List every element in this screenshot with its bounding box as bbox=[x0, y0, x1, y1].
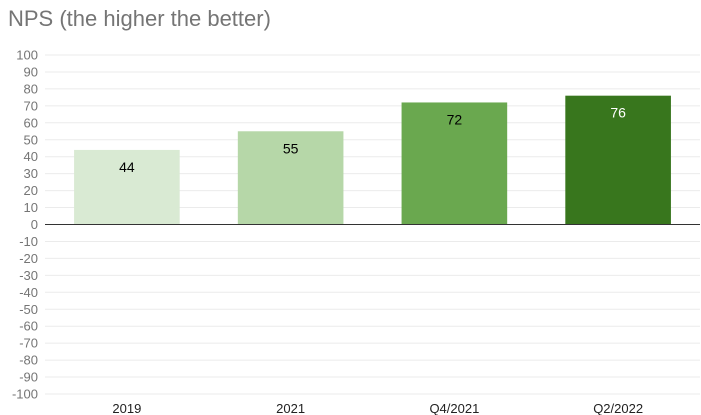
data-label: 72 bbox=[447, 111, 463, 127]
bars bbox=[74, 95, 671, 225]
y-tick-label: 50 bbox=[24, 132, 38, 147]
data-label: 44 bbox=[119, 159, 135, 175]
bar-2021[interactable] bbox=[237, 131, 344, 225]
y-tick-label: 40 bbox=[24, 149, 38, 164]
y-tick-label: -10 bbox=[19, 234, 38, 249]
x-category-label: Q4/2021 bbox=[429, 401, 479, 415]
y-tick-label: 90 bbox=[24, 64, 38, 79]
chart-title: NPS (the higher the better) bbox=[8, 6, 271, 31]
y-tick-labels: 1009080706050403020100-10-20-30-40-50-60… bbox=[12, 48, 38, 402]
y-tick-label: 30 bbox=[24, 166, 38, 181]
y-tick-label: 60 bbox=[24, 115, 38, 130]
y-tick-label: 100 bbox=[16, 48, 38, 63]
y-tick-label: 80 bbox=[24, 81, 38, 96]
y-tick-label: -40 bbox=[19, 285, 38, 300]
y-tick-label: 70 bbox=[24, 98, 38, 113]
y-tick-label: 0 bbox=[31, 217, 38, 232]
data-labels: 44 55 72 76 bbox=[119, 105, 626, 175]
data-label: 76 bbox=[610, 105, 626, 121]
y-tick-label: 10 bbox=[24, 200, 38, 215]
x-category-label: 2021 bbox=[276, 401, 305, 415]
x-category-labels: 2019 2021 Q4/2021 Q2/2022 bbox=[112, 401, 643, 415]
y-tick-label: -80 bbox=[19, 353, 38, 368]
y-tick-label: 20 bbox=[24, 183, 38, 198]
y-tick-label: -20 bbox=[19, 251, 38, 266]
y-tick-label: -90 bbox=[19, 370, 38, 385]
bar-2019[interactable] bbox=[74, 149, 180, 225]
y-tick-label: -70 bbox=[19, 336, 38, 351]
data-label: 55 bbox=[283, 140, 299, 156]
y-tick-label: -100 bbox=[12, 387, 38, 402]
y-tick-label: -60 bbox=[19, 319, 38, 334]
x-category-label: 2019 bbox=[112, 401, 141, 415]
x-category-label: Q2/2022 bbox=[593, 401, 643, 415]
bar-q4-2021[interactable] bbox=[401, 102, 508, 225]
y-tick-label: -50 bbox=[19, 302, 38, 317]
y-tick-label: -30 bbox=[19, 268, 38, 283]
bar-q2-2022[interactable] bbox=[565, 95, 671, 225]
